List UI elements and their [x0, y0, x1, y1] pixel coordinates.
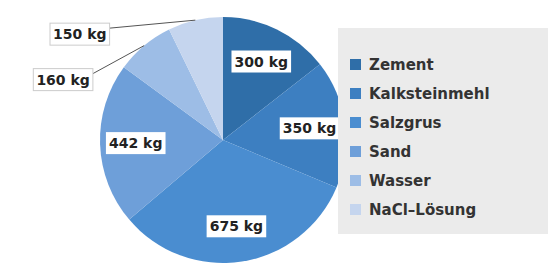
html-text:Sand: Sand	[369, 142, 412, 161]
svg-text:160 kg: 160 kg	[36, 72, 89, 88]
html-text:Zement: Zement	[369, 55, 434, 74]
html-text:Kalksteinmehl: Kalksteinmehl	[369, 84, 490, 103]
html-text:Wasser: Wasser	[369, 171, 431, 190]
svg-text:442 kg: 442 kg	[109, 135, 162, 151]
html-text:NaCl–Lösung: NaCl–Lösung	[369, 200, 477, 219]
svg-text:300 kg: 300 kg	[235, 54, 288, 70]
svg-text:675 kg: 675 kg	[210, 218, 263, 234]
svg-text:350 kg: 350 kg	[283, 120, 336, 136]
svg-text:150 kg: 150 kg	[53, 26, 106, 42]
html-text:Salzgrus: Salzgrus	[369, 113, 442, 132]
